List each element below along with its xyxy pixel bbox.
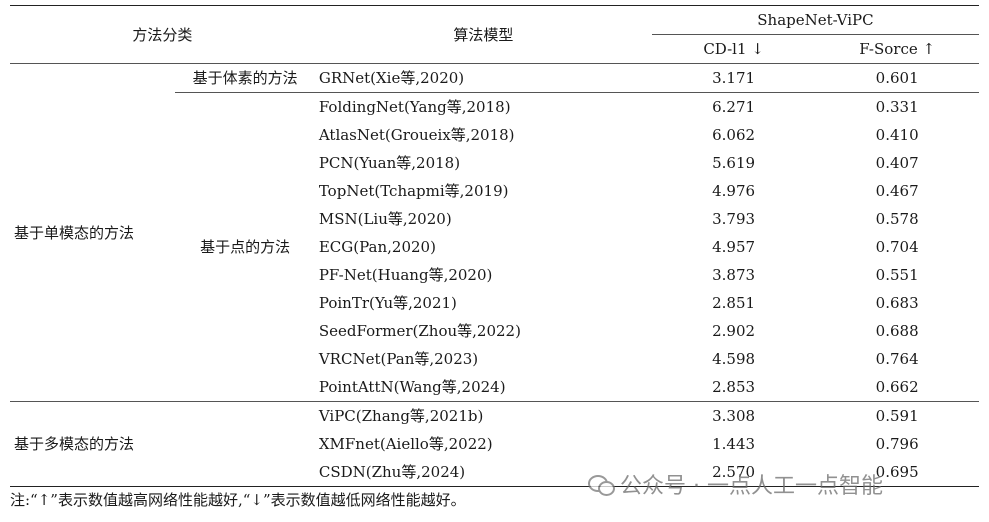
cd-cell: 2.570 <box>712 463 756 481</box>
fscore-cell: 0.591 <box>875 407 919 425</box>
model-cell: PoinTr(Yu等,2021) <box>318 294 457 312</box>
fscore-cell: 0.407 <box>875 154 919 172</box>
model-cell: TopNet(Tchapmi等,2019) <box>318 182 509 200</box>
table-row: SeedFormer(Zhou等,2022) 2.902 0.688 <box>10 317 979 345</box>
header-row-1: 方法分类 算法模型 ShapeNet-ViPC <box>10 5 979 44</box>
cd-cell: 3.873 <box>712 266 756 284</box>
cd-cell: 4.598 <box>712 350 756 368</box>
fscore-cell: 0.704 <box>875 238 919 256</box>
wechat-icon <box>588 473 615 496</box>
fscore-cell: 0.331 <box>875 98 919 116</box>
fscore-cell: 0.695 <box>875 463 919 481</box>
cd-cell: 6.271 <box>712 98 756 116</box>
group-multi-modal: 基于多模态的方法 <box>14 435 135 453</box>
table-row: PCN(Yuan等,2018) 5.619 0.407 <box>10 149 979 177</box>
cd-cell: 3.308 <box>712 407 756 425</box>
fscore-cell: 0.467 <box>875 182 919 200</box>
table-row: CSDN(Zhu等,2024) 2.570 0.695 <box>10 458 979 487</box>
cd-cell: 2.853 <box>712 378 756 396</box>
header-model: 算法模型 <box>453 25 514 44</box>
fscore-cell: 0.410 <box>875 126 919 144</box>
model-cell: MSN(Liu等,2020) <box>318 210 452 228</box>
table-row: PointAttN(Wang等,2024) 2.853 0.662 <box>10 373 979 402</box>
model-cell: PF-Net(Huang等,2020) <box>318 266 493 284</box>
table-row: PF-Net(Huang等,2020) 3.873 0.551 <box>10 261 979 289</box>
group-single-modal: 基于单模态的方法 <box>14 223 135 242</box>
cd-cell: 3.793 <box>712 210 756 228</box>
fscore-cell: 0.683 <box>875 294 919 312</box>
model-cell: PCN(Yuan等,2018) <box>318 154 461 172</box>
cd-cell: 2.902 <box>712 322 756 340</box>
model-cell: PointAttN(Wang等,2024) <box>318 378 506 396</box>
table-row: TopNet(Tchapmi等,2019) 4.976 0.467 <box>10 177 979 205</box>
fscore-cell: 0.764 <box>875 350 919 368</box>
subgroup-empty <box>175 402 314 487</box>
results-table: 方法分类 算法模型 ShapeNet-ViPC CD-l1 ↓ F-Sorce … <box>10 5 979 487</box>
cd-cell: 5.619 <box>712 154 756 172</box>
cd-cell: 4.957 <box>712 238 756 256</box>
table-row: XMFnet(Aiello等,2022) 1.443 0.796 <box>10 430 979 458</box>
header-dataset: ShapeNet-ViPC <box>651 5 979 35</box>
fscore-cell: 0.578 <box>875 210 919 228</box>
table-note: 注:“↑”表示数值越高网络性能越好,“↓”表示数值越低网络性能越好。 <box>10 491 466 509</box>
model-cell: AtlasNet(Groueix等,2018) <box>318 126 515 144</box>
fscore-cell: 0.551 <box>875 266 919 284</box>
cd-cell: 2.851 <box>712 294 756 312</box>
header-fscore: F-Sorce ↑ <box>859 40 936 58</box>
cd-cell: 4.976 <box>712 182 756 200</box>
subgroup-point: 基于点的方法 <box>200 238 291 256</box>
table-row: 基于点的方法 FoldingNet(Yang等,2018) 6.271 0.33… <box>10 93 979 256</box>
table-row: PoinTr(Yu等,2021) 2.851 0.683 <box>10 289 979 317</box>
table-row: 基于多模态的方法 ViPC(Zhang等,2021b) 3.308 0.591 <box>10 401 979 453</box>
model-cell: GRNet(Xie等,2020) <box>314 63 652 93</box>
watermark-text: 公众号 · 一点人工一点智能 <box>620 474 883 499</box>
header-category: 方法分类 <box>132 25 193 44</box>
table-row: VRCNet(Pan等,2023) 4.598 0.764 <box>10 345 979 373</box>
fscore-cell: 0.688 <box>875 322 919 340</box>
fscore-cell: 0.796 <box>875 435 919 453</box>
table-row: AtlasNet(Groueix等,2018) 6.062 0.410 <box>10 121 979 149</box>
subgroup-voxel: 基于体素的方法 <box>175 63 315 93</box>
model-cell: VRCNet(Pan等,2023) <box>318 350 479 368</box>
watermark: 公众号 · 一点人工一点智能 <box>588 468 883 500</box>
model-cell: ECG(Pan,2020) <box>318 238 436 256</box>
header-cd: CD-l1 ↓ <box>703 40 764 58</box>
cd-cell: 6.062 <box>712 126 756 144</box>
cd-cell: 3.171 <box>651 63 816 93</box>
model-cell: CSDN(Zhu等,2024) <box>318 463 466 481</box>
model-cell: XMFnet(Aiello等,2022) <box>318 435 493 453</box>
table-row: ECG(Pan,2020) 4.957 0.704 <box>10 233 979 261</box>
fscore-cell: 0.662 <box>875 378 919 396</box>
table-row: MSN(Liu等,2020) 3.793 0.578 <box>10 205 979 233</box>
model-cell: FoldingNet(Yang等,2018) <box>318 98 511 116</box>
table-row: 基于单模态的方法 基于体素的方法 GRNet(Xie等,2020) 3.171 … <box>10 63 979 242</box>
cd-cell: 1.443 <box>712 435 756 453</box>
header-row-2: CD-l1 ↓ F-Sorce ↑ <box>10 35 979 64</box>
model-cell: ViPC(Zhang等,2021b) <box>318 407 484 425</box>
fscore-cell: 0.601 <box>815 63 979 93</box>
model-cell: SeedFormer(Zhou等,2022) <box>318 322 521 340</box>
